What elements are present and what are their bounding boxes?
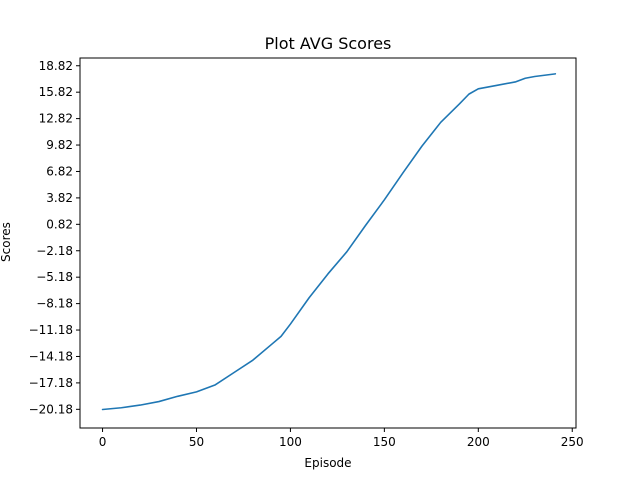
y-tick-label: 6.82 xyxy=(46,164,73,178)
y-tick-label: −14.18 xyxy=(29,349,73,363)
y-tick-label: 12.82 xyxy=(39,112,73,126)
x-tick-label: 200 xyxy=(467,435,490,449)
y-tick-label: 18.82 xyxy=(39,59,73,73)
chart-title: Plot AVG Scores xyxy=(265,34,392,53)
y-tick-label: −2.18 xyxy=(36,244,73,258)
x-tick-label: 50 xyxy=(189,435,204,449)
y-tick-label: −17.18 xyxy=(29,376,73,390)
y-tick-label: −8.18 xyxy=(36,297,73,311)
y-tick-label: 9.82 xyxy=(46,138,73,152)
x-tick-label: 150 xyxy=(373,435,396,449)
plot-area: 0 50 100 150 200 250 −20.18 −17.18 −14.18 −11.18 −… xyxy=(29,59,584,449)
y-tick-label: −20.18 xyxy=(29,402,73,416)
series-line xyxy=(101,73,557,411)
y-axis-label: Scores xyxy=(0,222,13,262)
y-tick-label: 0.82 xyxy=(46,217,73,231)
y-tick-label: 3.82 xyxy=(46,191,73,205)
x-tick-label: 100 xyxy=(279,435,302,449)
x-tick-label: 250 xyxy=(561,435,584,449)
x-tick-label: 0 xyxy=(99,435,107,449)
plot-frame xyxy=(79,57,577,429)
y-tick-label: 15.82 xyxy=(39,85,73,99)
y-tick-label: −5.18 xyxy=(36,270,73,284)
x-axis-label: Episode xyxy=(304,456,351,470)
y-tick-label: −11.18 xyxy=(29,323,73,337)
